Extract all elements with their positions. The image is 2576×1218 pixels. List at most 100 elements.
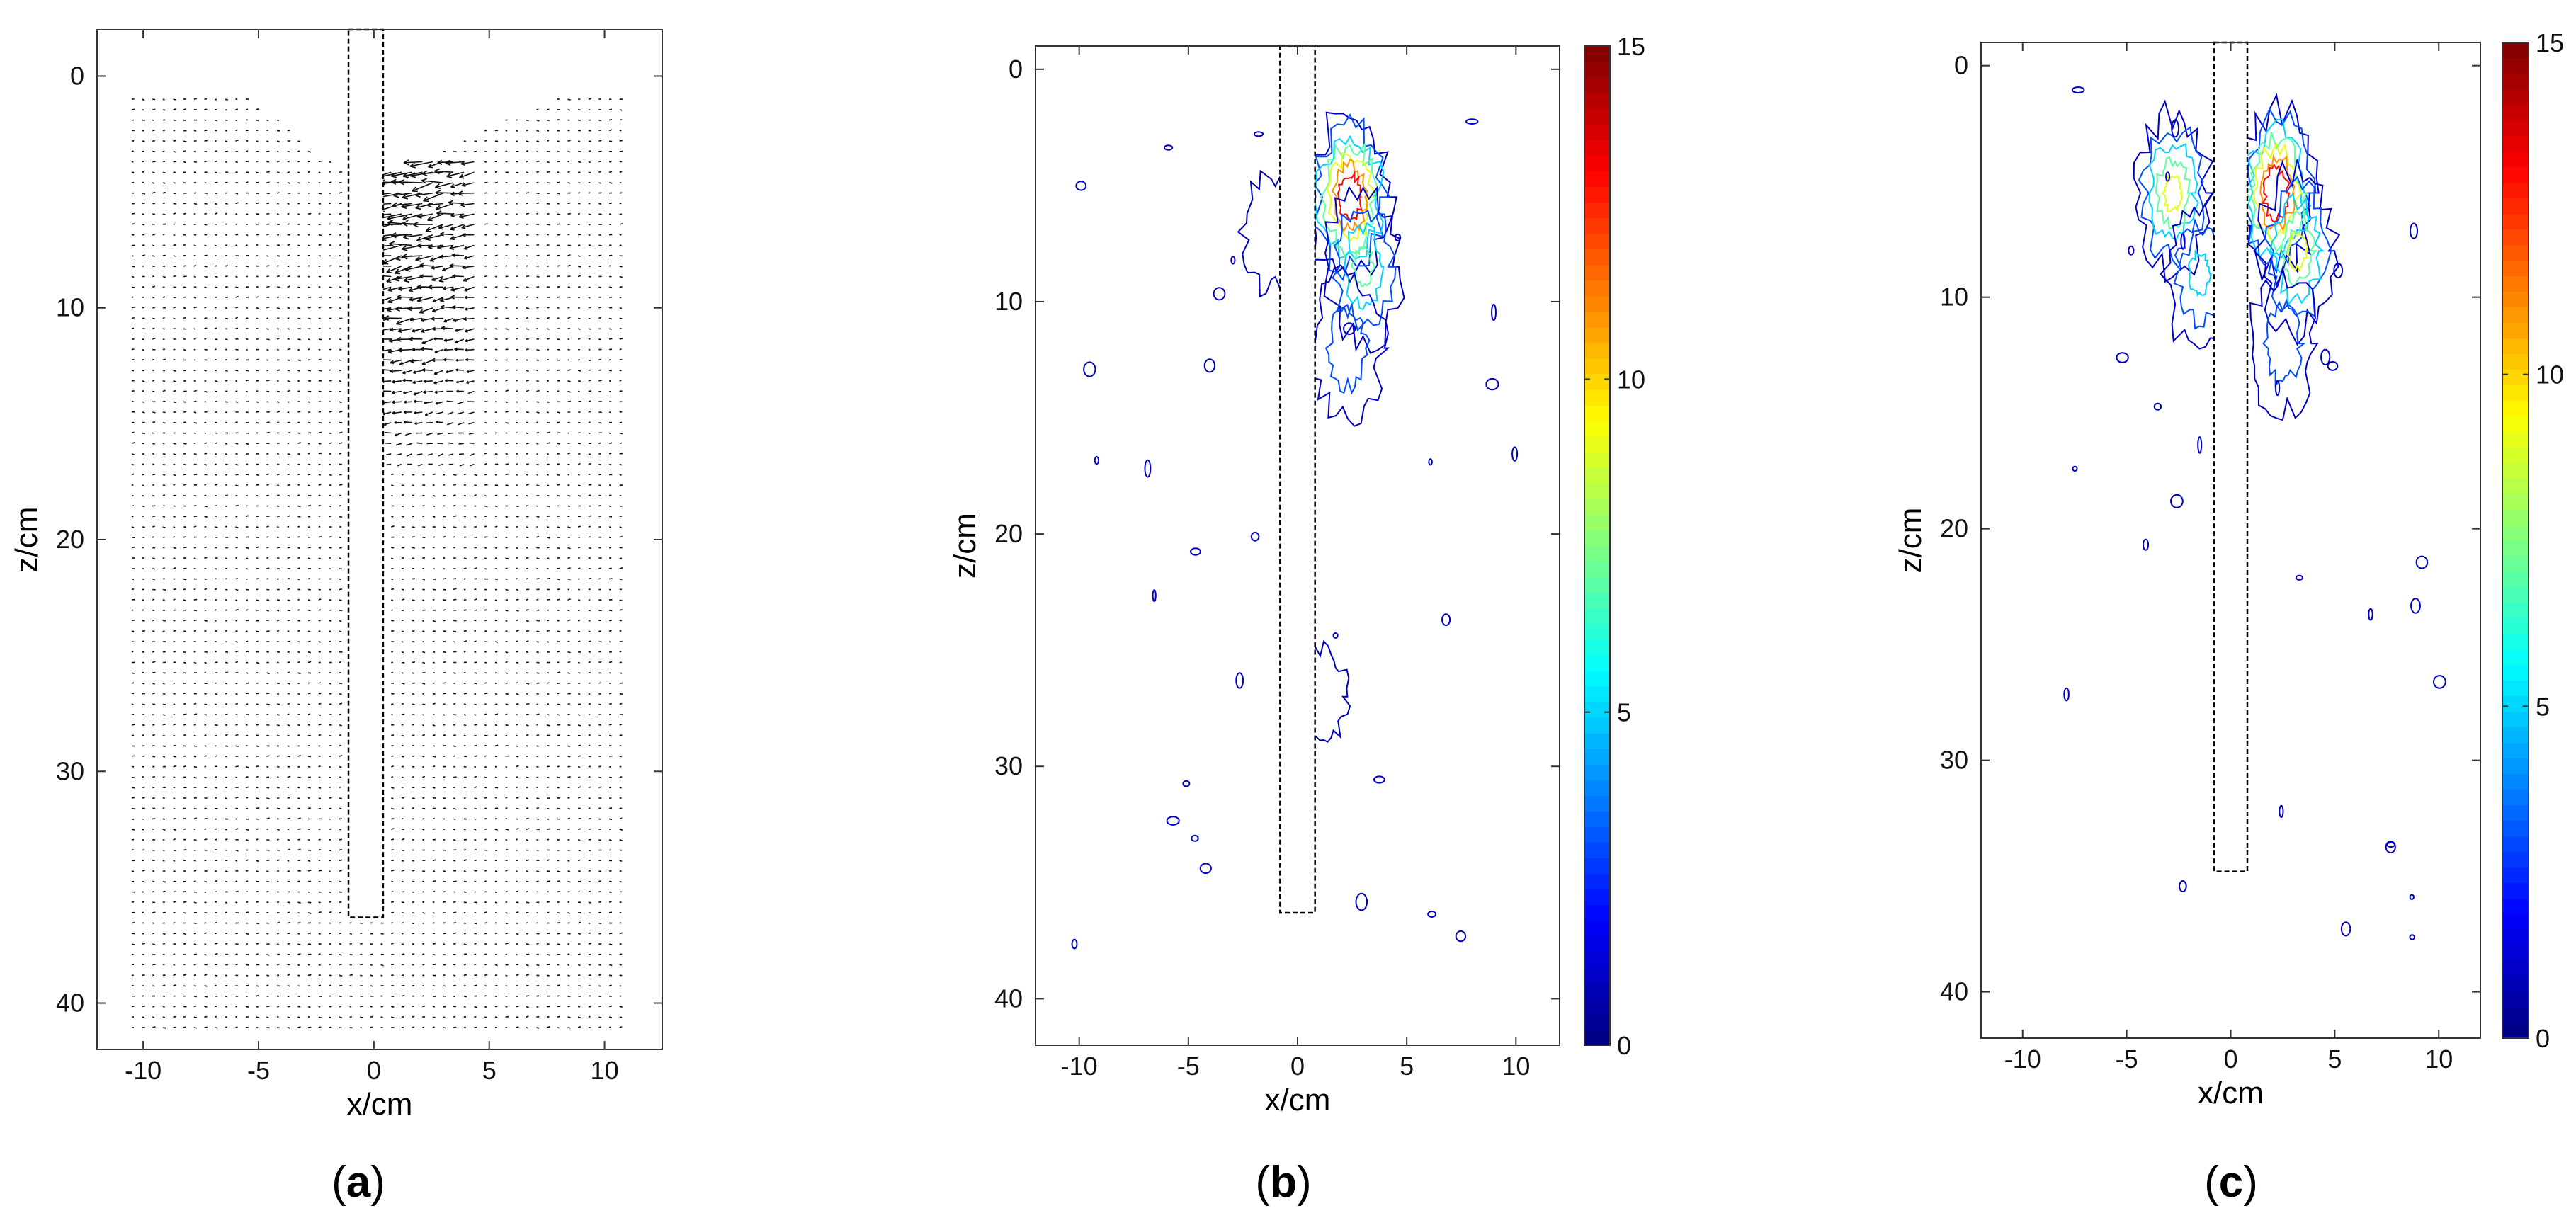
vector-arrow	[458, 443, 464, 445]
vector-arrow	[402, 255, 423, 258]
vector-arrow	[577, 161, 581, 164]
vector-arrow	[287, 203, 290, 205]
vector-arrow	[329, 203, 331, 205]
vector-arrow	[142, 1005, 145, 1008]
colorbar-swatch	[1584, 155, 1610, 171]
vector-arrow	[339, 870, 342, 872]
colorbar-swatch	[2502, 291, 2529, 308]
vector-arrow	[454, 348, 464, 351]
vector-arrow	[297, 547, 301, 550]
vector-arrow	[297, 505, 301, 508]
vector-arrow	[536, 443, 539, 445]
vector-arrow	[204, 266, 208, 268]
vector-arrow	[619, 348, 622, 351]
vector-arrow	[422, 578, 426, 581]
vector-arrow	[266, 765, 269, 768]
vector-arrow	[131, 588, 135, 591]
vector-arrow	[536, 849, 539, 851]
vector-arrow	[329, 683, 331, 685]
vector-arrow	[266, 703, 270, 705]
vector-arrow	[339, 244, 342, 246]
vector-arrow	[339, 661, 342, 664]
vector-arrow	[462, 182, 475, 186]
vector-arrow	[505, 974, 508, 977]
vector-arrow	[516, 703, 519, 705]
vector-arrow	[446, 370, 454, 373]
vector-arrow	[235, 724, 238, 726]
vector-arrow	[415, 192, 433, 196]
vector-arrow	[339, 484, 343, 486]
vector-arrow	[173, 516, 176, 518]
vector-arrow	[339, 307, 341, 309]
vector-arrow	[401, 860, 404, 862]
vector-arrow	[307, 370, 312, 372]
vector-arrow	[173, 567, 176, 569]
vector-arrow	[392, 411, 402, 414]
vector-arrow	[526, 463, 529, 465]
vector-arrow	[349, 1006, 352, 1008]
vector-arrow	[588, 140, 591, 142]
vector-arrow	[297, 307, 301, 309]
vector-arrow	[307, 839, 310, 841]
vector-arrow	[438, 275, 454, 282]
vector-arrow	[235, 275, 238, 278]
vector-arrow	[505, 912, 508, 914]
vector-arrow	[413, 390, 423, 396]
vector-arrow	[474, 683, 477, 685]
vector-arrow	[318, 964, 321, 966]
x-axis-label: x/cm	[1265, 1083, 1331, 1117]
vector-arrow	[162, 984, 166, 986]
vector-arrow	[536, 557, 540, 560]
vector-arrow	[546, 203, 550, 205]
vector-arrow	[256, 630, 259, 632]
colorbar-swatch	[2502, 836, 2529, 852]
vector-arrow	[415, 203, 433, 209]
vector-arrow	[204, 849, 208, 851]
vector-arrow	[193, 297, 197, 299]
vector-arrow	[142, 484, 144, 486]
vector-arrow	[422, 724, 425, 727]
vector-arrow-head	[409, 172, 416, 177]
vector-arrow	[422, 557, 426, 559]
vector-arrow	[329, 275, 331, 278]
vector-arrow	[463, 651, 466, 653]
vector-arrow	[401, 838, 405, 841]
vector-arrow	[464, 244, 475, 250]
vector-arrow	[183, 443, 187, 445]
vector-arrow	[266, 619, 270, 622]
vector-arrow	[225, 130, 227, 132]
vector-arrow	[297, 286, 301, 288]
vector-arrow	[235, 526, 239, 528]
vector-arrow	[131, 453, 135, 455]
vector-arrow	[526, 275, 530, 278]
vector-arrow	[173, 765, 176, 768]
vector-arrow	[437, 161, 454, 164]
vector-arrow	[424, 234, 443, 240]
vector-arrow	[287, 599, 290, 601]
vector-arrow	[318, 598, 322, 601]
vector-arrow	[214, 380, 218, 382]
vector-arrow	[256, 953, 259, 955]
vector-arrow	[339, 963, 342, 966]
vector-arrow	[183, 578, 187, 581]
vector-arrow	[391, 473, 394, 476]
vector-arrow-head	[458, 193, 463, 196]
vector-arrow	[183, 140, 187, 142]
colorbar-swatch	[2502, 960, 2529, 977]
vector-arrow	[608, 140, 613, 142]
colorbar-swatch	[2502, 820, 2529, 837]
vector-arrow	[484, 724, 487, 727]
colorbar-swatch	[2502, 727, 2529, 744]
vector-arrow	[214, 515, 217, 518]
vector-arrow	[401, 620, 404, 622]
vector-arrow	[588, 379, 591, 382]
vector-arrow	[245, 557, 249, 559]
vector-arrow	[245, 933, 249, 935]
vector-arrow	[225, 338, 228, 341]
vector-arrow	[401, 598, 405, 601]
vector-arrow-head	[439, 256, 444, 259]
contour-line-7	[1351, 245, 1376, 288]
colorbar-swatch	[1584, 93, 1610, 109]
contour-blob	[2327, 360, 2339, 371]
vector-arrow	[412, 1026, 415, 1028]
